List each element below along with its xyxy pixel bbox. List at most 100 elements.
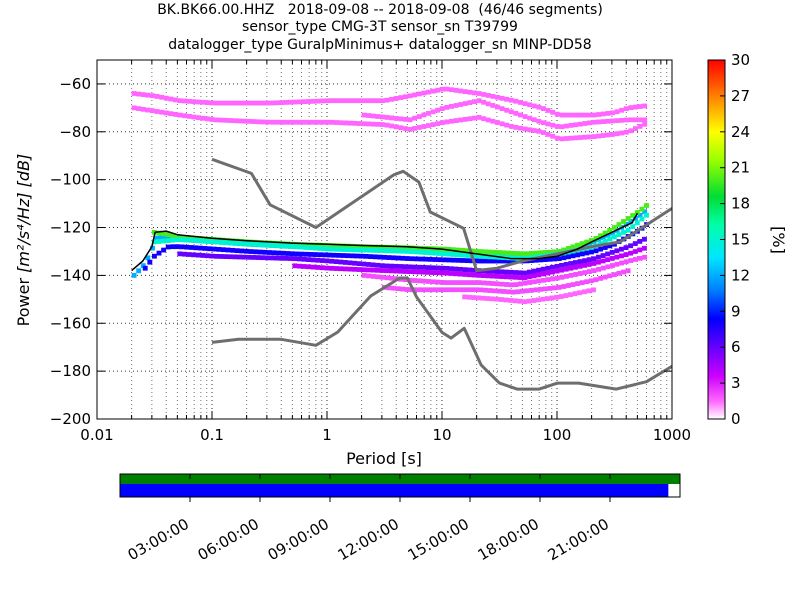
psd-cell [361, 98, 367, 104]
psd-cell [386, 255, 392, 260]
psd-cell [331, 252, 337, 258]
psd-cell [170, 244, 176, 250]
psd-cell [402, 264, 408, 270]
psd-cell [205, 100, 211, 106]
psd-cell [591, 239, 597, 245]
psd-cell [568, 112, 574, 118]
psd-cell [343, 98, 349, 104]
psd-cell [471, 295, 477, 300]
psd-cell [306, 257, 312, 262]
psd-cell [637, 239, 643, 244]
psd-cell [220, 247, 226, 253]
psd-cell [453, 266, 459, 272]
psd-cell [450, 252, 456, 257]
psd-cell [426, 110, 431, 116]
psd-cell [494, 296, 500, 302]
psd-cell [335, 252, 341, 258]
psd-cell [550, 133, 556, 139]
psd-cell [326, 246, 332, 252]
psd-cell [621, 269, 626, 275]
psd-cell [503, 274, 509, 280]
psd-cell [633, 117, 638, 123]
psd-cell [480, 273, 486, 279]
psd-cell [269, 100, 275, 106]
psd-cell [207, 246, 213, 252]
psd-cell [527, 115, 533, 121]
psd-cell [554, 263, 560, 269]
psd-cell [644, 203, 649, 208]
psd-cell [513, 111, 519, 116]
psd-cell [633, 104, 638, 110]
psd-cell [444, 270, 450, 276]
psd-cell [522, 126, 528, 132]
psd-cell [234, 248, 240, 254]
psd-cell [395, 248, 401, 254]
psd-cell [563, 262, 569, 267]
y-tick-label: −120 [50, 219, 91, 237]
psd-cell [575, 281, 580, 287]
x-tick-label: 100 [543, 426, 572, 444]
psd-cell [513, 282, 519, 288]
psd-cell [623, 106, 629, 112]
psd-cell [501, 289, 507, 294]
psd-cell [211, 239, 217, 245]
psd-cell [301, 99, 307, 105]
psd-cell [227, 254, 233, 260]
psd-cell [366, 113, 372, 118]
psd-cell [596, 266, 602, 272]
psd-cell [577, 271, 583, 276]
psd-cell [449, 87, 454, 93]
psd-cell [444, 119, 450, 125]
psd-cell [340, 247, 346, 252]
psd-cell [246, 254, 252, 260]
psd-cell [184, 244, 190, 250]
psd-cell [591, 256, 597, 262]
psd-cell [577, 112, 583, 118]
psd-cell [312, 245, 318, 251]
psd-cell [517, 270, 523, 276]
psd-cell [605, 251, 611, 257]
psd-cell [154, 94, 160, 99]
psd-cell [426, 89, 431, 95]
psd-cell [416, 91, 422, 97]
psd-cell [559, 262, 565, 268]
psd-cell [565, 254, 571, 260]
psd-cell [430, 122, 436, 127]
psd-cell [404, 287, 410, 292]
psd-cell [605, 232, 611, 238]
psd-cell [177, 251, 183, 257]
psd-cell [573, 112, 579, 118]
time-coverage-bar: 03:00:00 06:00:00 09:00:00 12:00:00 15:00:00… [119, 473, 681, 564]
psd-cell [411, 269, 417, 275]
psd-cell [605, 132, 611, 138]
psd-cell [588, 238, 594, 243]
chart-title-line-1: BK.BK66.00.HHZ 2018-09-08 -- 2018-09-08 … [157, 2, 603, 18]
psd-cell [404, 248, 410, 254]
psd-cell [510, 258, 516, 264]
psd-cell [338, 259, 344, 265]
psd-cell [641, 245, 647, 251]
psd-cell [326, 243, 332, 248]
psd-cell [439, 265, 445, 271]
x-tick-label: 1000 [653, 426, 691, 444]
y-tick-label: −80 [59, 123, 91, 141]
psd-cell [421, 278, 427, 284]
psd-cell [230, 247, 236, 253]
psd-cell [375, 262, 381, 268]
psd-cell [564, 123, 569, 129]
psd-cell [140, 106, 146, 112]
psd-cell [545, 121, 551, 127]
psd-cell [207, 239, 212, 244]
psd-cell [319, 258, 325, 263]
psd-cell [404, 245, 410, 251]
psd-cell [434, 265, 440, 271]
psd-cell [478, 253, 484, 259]
psd-cell [131, 105, 137, 111]
psd-cell [150, 245, 155, 251]
psd-cell [607, 227, 613, 233]
psd-cell [579, 280, 585, 286]
psd-cell [303, 245, 309, 250]
psd-cell [384, 97, 390, 103]
psd-cell [554, 268, 560, 274]
psd-cell [384, 122, 390, 128]
